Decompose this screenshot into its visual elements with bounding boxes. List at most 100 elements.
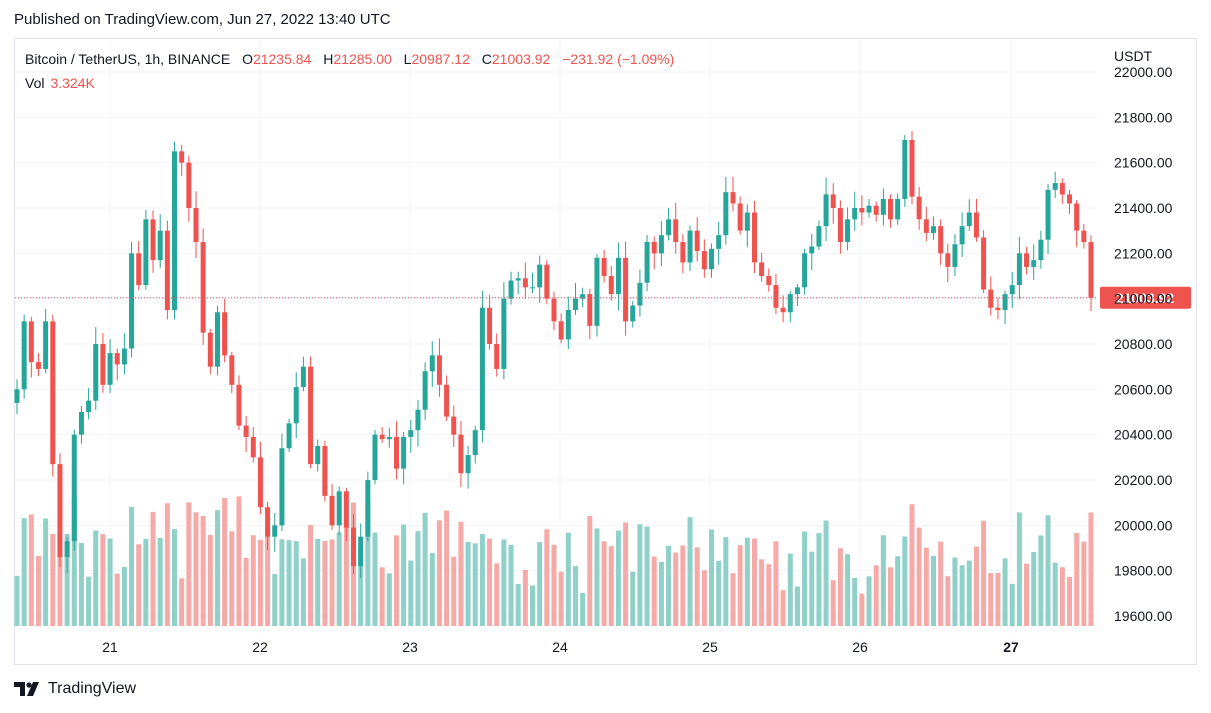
volume-bar <box>64 534 70 626</box>
candle-body <box>515 278 521 281</box>
time-tick-label: 21 <box>102 639 118 655</box>
candle-body <box>43 321 49 369</box>
volume-bar <box>537 542 543 626</box>
volume-bar <box>623 522 629 626</box>
volume-bar <box>35 555 41 626</box>
volume-bar <box>687 517 693 626</box>
volume-bar <box>773 541 779 626</box>
candle-body <box>966 212 972 227</box>
volume-bar <box>358 545 364 626</box>
candle-body <box>615 257 621 295</box>
tradingview-branding[interactable]: TradingView <box>14 680 136 698</box>
candle-body <box>558 321 564 340</box>
time-tick-label: 24 <box>552 639 568 655</box>
candle-body <box>243 425 249 437</box>
time-axis: 21 22 23 24 25 26 27 <box>102 639 1019 655</box>
candle-body <box>1045 189 1051 240</box>
price-tick-label: 21000.00 <box>1114 291 1173 307</box>
symbol-label[interactable]: Bitcoin / TetherUS, 1h, BINANCE <box>25 51 231 67</box>
volume-bar <box>329 539 335 626</box>
candle-body <box>279 448 285 526</box>
volume-bar <box>959 565 965 626</box>
volume-bar <box>787 553 793 626</box>
candle-body <box>164 230 170 310</box>
candle-body <box>709 248 715 270</box>
volume-bar <box>422 512 428 626</box>
candle-body <box>773 285 779 308</box>
candle-body <box>751 212 757 263</box>
candle-body <box>623 257 629 322</box>
volume-bar <box>458 521 464 626</box>
volume-bar <box>751 538 757 626</box>
volume-bar <box>866 576 872 626</box>
volume-bar <box>988 573 994 626</box>
candle-body <box>250 436 256 458</box>
volume-bar <box>14 575 20 626</box>
candle-body <box>988 289 994 308</box>
candle-body <box>393 436 399 469</box>
candle-body <box>930 226 936 233</box>
candle-body <box>895 198 901 220</box>
price-tick-label: 22000.00 <box>1114 64 1173 80</box>
candle-body <box>308 366 314 465</box>
last-price-line: 21003.92 <box>15 286 1191 309</box>
candle-body <box>630 305 636 322</box>
volume-bar <box>830 580 836 626</box>
volume-bar <box>1067 576 1073 626</box>
volume-bar <box>515 583 521 626</box>
volume-bar <box>630 571 636 626</box>
candle-body <box>637 282 643 306</box>
volume-bar <box>1038 535 1044 626</box>
volume-bar <box>308 524 314 626</box>
candle-body <box>179 151 185 163</box>
candle-body <box>852 208 858 220</box>
volume-bar <box>501 539 507 626</box>
volume-bar <box>86 576 92 626</box>
candle-body <box>64 541 70 558</box>
candle-body <box>501 298 507 369</box>
price-axis: 19600.00 19800.00 20000.00 20200.00 20400.00… <box>1114 64 1173 624</box>
volume-bar <box>78 542 84 626</box>
candle-body <box>551 298 557 322</box>
candle-body <box>973 212 979 238</box>
candle-body <box>372 434 378 480</box>
candle-body <box>802 253 808 288</box>
candle-body <box>114 353 120 365</box>
volume-bar <box>938 541 944 626</box>
candle-body <box>673 219 679 242</box>
volume-bar <box>945 576 951 626</box>
candle-body <box>938 226 944 254</box>
volume-bar <box>794 586 800 626</box>
high-label: H <box>323 51 334 67</box>
candle-body <box>487 307 493 344</box>
candle-body <box>315 446 321 465</box>
candle-body <box>207 332 213 367</box>
candle-body <box>723 192 729 236</box>
candle-body <box>401 436 407 469</box>
candle-body <box>737 203 743 231</box>
candle-body <box>866 205 872 213</box>
volume-legend: Vol 3.324K <box>25 75 95 91</box>
candle-body <box>465 455 471 474</box>
candle-body <box>1009 285 1015 295</box>
volume-bar <box>1002 558 1008 626</box>
volume-bar <box>393 535 399 626</box>
candle-body <box>57 464 63 558</box>
candle-body <box>458 434 464 474</box>
volume-bar <box>859 593 865 626</box>
volume-bar <box>143 538 149 626</box>
volume-bar <box>272 573 278 626</box>
candle-body <box>21 321 27 390</box>
volume-bar <box>465 541 471 626</box>
price-tick-label: 20800.00 <box>1114 336 1173 352</box>
volume-bar <box>479 534 485 626</box>
volume-bar <box>494 563 500 626</box>
candle-body <box>565 310 571 340</box>
candle-body <box>1031 260 1037 267</box>
price-tick-label: 21200.00 <box>1114 245 1173 261</box>
time-tick-label: 27 <box>1003 639 1019 655</box>
price-tick-label: 21800.00 <box>1114 109 1173 125</box>
candle-body <box>451 416 457 435</box>
volume-bar <box>179 578 185 626</box>
